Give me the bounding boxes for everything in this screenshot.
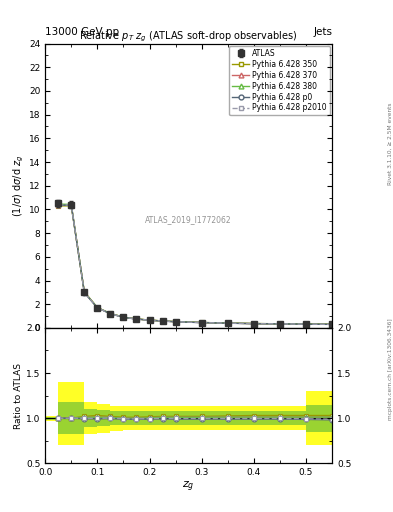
Text: 13000 GeV pp: 13000 GeV pp [45,27,119,37]
Y-axis label: Ratio to ATLAS: Ratio to ATLAS [14,362,23,429]
Text: ATLAS_2019_I1772062: ATLAS_2019_I1772062 [145,216,232,224]
Y-axis label: $(1/\sigma)\ \mathrm{d}\sigma/\mathrm{d}\ z_g$: $(1/\sigma)\ \mathrm{d}\sigma/\mathrm{d}… [12,155,26,217]
Text: Rivet 3.1.10, ≥ 2.5M events: Rivet 3.1.10, ≥ 2.5M events [388,102,393,185]
Legend: ATLAS, Pythia 6.428 350, Pythia 6.428 370, Pythia 6.428 380, Pythia 6.428 p0, Py: ATLAS, Pythia 6.428 350, Pythia 6.428 37… [229,46,330,116]
Title: Relative $p_{T}$ $z_{g}$ (ATLAS soft-drop observables): Relative $p_{T}$ $z_{g}$ (ATLAS soft-dro… [79,29,298,44]
Text: Jets: Jets [313,27,332,37]
X-axis label: $z_{g}$: $z_{g}$ [182,480,195,495]
Text: mcplots.cern.ch [arXiv:1306.3436]: mcplots.cern.ch [arXiv:1306.3436] [388,318,393,419]
